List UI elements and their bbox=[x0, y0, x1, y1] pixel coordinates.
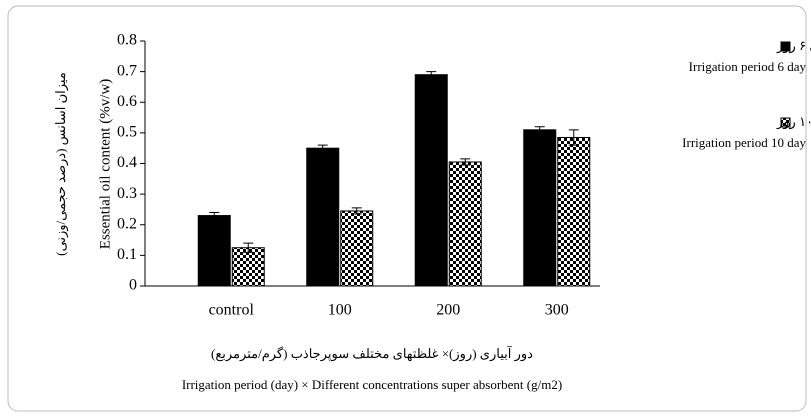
bar bbox=[523, 129, 557, 287]
legend-label-fa: دور آبیاری ۱۰ روز bbox=[776, 113, 811, 130]
legend-swatch bbox=[780, 41, 791, 52]
x-axis-label-fa: دور آبیاری (روز)× غلظتهای مختلف سوپرجاذب… bbox=[211, 345, 533, 362]
bar bbox=[231, 247, 265, 287]
y-tick-label: 0 bbox=[129, 277, 137, 294]
y-tick-label: 0.6 bbox=[117, 93, 137, 110]
error-bar bbox=[351, 207, 362, 215]
y-tick-label: 0.3 bbox=[117, 185, 137, 202]
error-bar bbox=[568, 129, 579, 146]
y-tick-label: 0.8 bbox=[117, 32, 137, 49]
y-tick-label: 0.5 bbox=[117, 124, 137, 141]
legend-swatch bbox=[780, 117, 791, 128]
bar bbox=[557, 136, 591, 287]
y-tick-label: 0.1 bbox=[117, 246, 137, 263]
y-axis-label-fa: میزان اسانس (درصد حجمی/وزنی) bbox=[53, 72, 69, 256]
bar bbox=[448, 161, 482, 287]
error-bar bbox=[426, 71, 437, 79]
error-bar bbox=[209, 212, 220, 220]
legend-label-fa: دور آبیاری ۶ روز bbox=[776, 37, 811, 54]
legend-label: Irrigation period 6 day bbox=[689, 59, 807, 74]
x-tick-label: 100 bbox=[328, 302, 352, 319]
error-bar bbox=[317, 144, 328, 152]
error-bar bbox=[460, 158, 471, 166]
y-tick-label: 0.7 bbox=[117, 62, 137, 79]
bar bbox=[306, 147, 340, 287]
x-axis-label: Irrigation period (day) × Different conc… bbox=[182, 377, 562, 392]
x-tick-label: 300 bbox=[545, 302, 569, 319]
legend-label: Irrigation period 10 day bbox=[682, 135, 806, 150]
frame bbox=[7, 5, 807, 412]
x-tick-label: 200 bbox=[436, 302, 460, 319]
bar bbox=[414, 74, 448, 287]
y-axis-label: Essential oil content (%v/w) bbox=[97, 79, 113, 249]
x-tick-label: control bbox=[209, 302, 255, 319]
error-bar bbox=[534, 126, 545, 134]
error-bar bbox=[243, 242, 254, 253]
bar bbox=[197, 215, 231, 287]
bar bbox=[340, 210, 374, 287]
y-tick-label: 0.4 bbox=[117, 154, 137, 171]
y-tick-label: 0.2 bbox=[117, 215, 137, 232]
